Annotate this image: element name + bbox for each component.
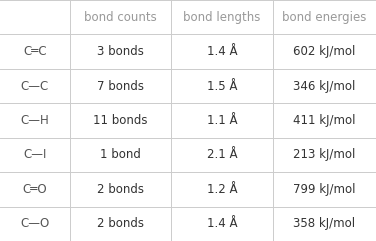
Text: bond lengths: bond lengths	[183, 11, 261, 24]
Text: 2.1 Å: 2.1 Å	[206, 148, 237, 161]
Text: 1.2 Å: 1.2 Å	[206, 183, 237, 196]
Text: C—I: C—I	[23, 148, 47, 161]
Text: 7 bonds: 7 bonds	[97, 80, 144, 93]
Text: 1.1 Å: 1.1 Å	[206, 114, 237, 127]
Text: C—O: C—O	[20, 217, 49, 230]
Text: 3 bonds: 3 bonds	[97, 45, 144, 58]
Text: 1 bond: 1 bond	[100, 148, 141, 161]
Text: 213 kJ/mol: 213 kJ/mol	[293, 148, 355, 161]
Text: 346 kJ/mol: 346 kJ/mol	[293, 80, 355, 93]
Text: C—H: C—H	[20, 114, 49, 127]
Text: bond counts: bond counts	[84, 11, 157, 24]
Text: 2 bonds: 2 bonds	[97, 183, 144, 196]
Text: 1.4 Å: 1.4 Å	[206, 217, 237, 230]
Text: 1.4 Å: 1.4 Å	[206, 45, 237, 58]
Text: 11 bonds: 11 bonds	[93, 114, 147, 127]
Text: C—C: C—C	[21, 80, 49, 93]
Text: C═C: C═C	[23, 45, 47, 58]
Text: 602 kJ/mol: 602 kJ/mol	[293, 45, 355, 58]
Text: 411 kJ/mol: 411 kJ/mol	[293, 114, 356, 127]
Text: 1.5 Å: 1.5 Å	[206, 80, 237, 93]
Text: 799 kJ/mol: 799 kJ/mol	[293, 183, 356, 196]
Text: bond energies: bond energies	[282, 11, 367, 24]
Text: C═O: C═O	[23, 183, 47, 196]
Text: 358 kJ/mol: 358 kJ/mol	[293, 217, 355, 230]
Text: 2 bonds: 2 bonds	[97, 217, 144, 230]
